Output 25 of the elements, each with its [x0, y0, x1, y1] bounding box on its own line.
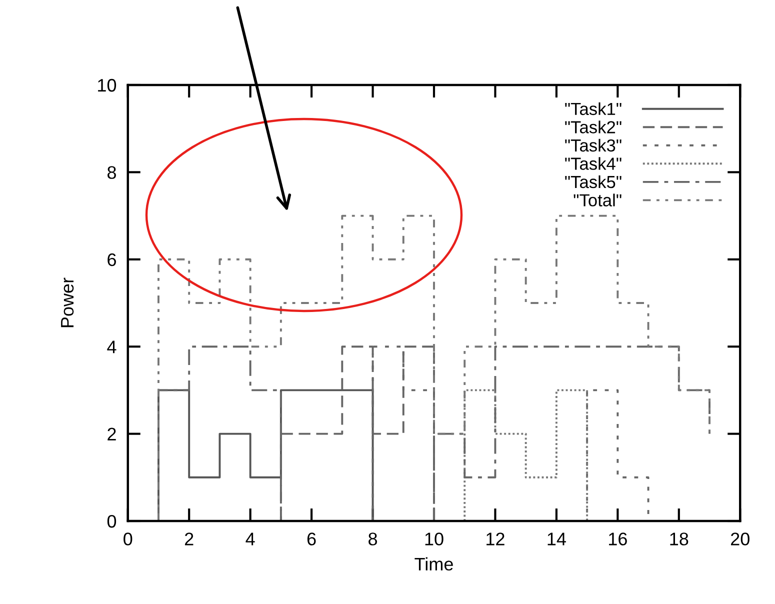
y-tick-label: 6: [108, 253, 116, 266]
x-tick-label: 8: [368, 532, 378, 546]
y-tick-label: 8: [108, 166, 116, 179]
x-tick-label: 0: [124, 532, 132, 546]
x-tick-label: 12: [486, 532, 504, 546]
x-tick-label: 18: [670, 532, 688, 546]
y-tick-label: 2: [108, 428, 116, 440]
x-tick-label: 14: [548, 532, 566, 546]
x-tick-label: 4: [246, 532, 255, 546]
x-tick-label: 2: [184, 532, 194, 546]
x-axis-title: Time: [414, 557, 453, 571]
x-tick-label: 10: [425, 532, 444, 546]
x-tick-label: 20: [730, 532, 750, 546]
legend-label: "Task3": [565, 138, 622, 152]
y-tick-label: 10: [98, 78, 116, 92]
y-axis-title: Power: [61, 278, 74, 328]
x-tick-label: 6: [307, 532, 316, 546]
y-tick-label: 0: [107, 514, 116, 528]
legend-label: "Task2": [565, 120, 622, 134]
legend-label: "Task4": [565, 157, 622, 170]
legend-label: "Task5": [565, 175, 622, 188]
x-tick-label: 16: [609, 532, 627, 546]
legend-label: "Total": [574, 194, 622, 206]
y-tick-label: 4: [107, 340, 116, 354]
legend-label: "Task1": [565, 102, 622, 116]
